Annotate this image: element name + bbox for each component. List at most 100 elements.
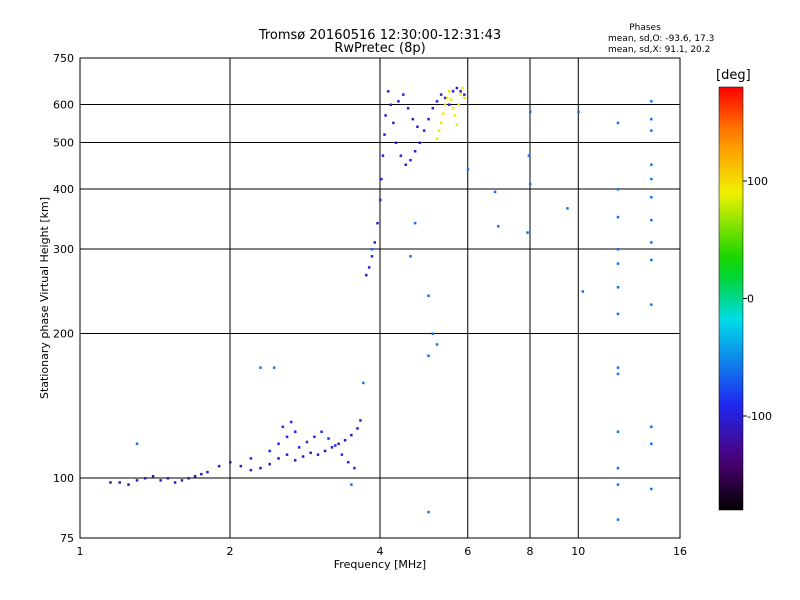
data-point <box>180 479 184 482</box>
data-point <box>239 464 243 468</box>
data-point <box>616 430 620 434</box>
data-point <box>409 158 412 162</box>
data-point <box>616 366 620 369</box>
x-tick-label: 4 <box>377 545 384 558</box>
data-point <box>616 286 620 289</box>
y-tick-label: 200 <box>53 328 74 341</box>
data-point <box>616 248 620 251</box>
data-point <box>650 218 653 222</box>
y-tick-label: 750 <box>53 52 74 65</box>
data-point <box>272 366 276 369</box>
data-point <box>356 427 359 430</box>
data-point <box>362 381 365 385</box>
phases-o-mode: mean, sd,O: -93.6, 17.3 <box>608 34 715 44</box>
x-tick-label: 10 <box>571 545 585 558</box>
data-point <box>461 86 464 90</box>
data-point <box>443 103 447 107</box>
y-tick-label: 600 <box>53 99 74 112</box>
colorbar-tick-label: 100 <box>747 175 768 188</box>
data-point <box>496 225 500 228</box>
data-point <box>527 154 531 157</box>
data-point <box>281 425 285 429</box>
data-point <box>451 107 455 110</box>
data-point <box>435 137 439 140</box>
data-point <box>427 117 430 121</box>
data-point <box>109 481 112 484</box>
data-point <box>313 435 316 439</box>
data-point <box>389 103 393 107</box>
data-point <box>466 168 470 171</box>
data-point <box>435 343 439 346</box>
data-point <box>413 150 417 153</box>
data-point <box>439 121 443 125</box>
data-point <box>451 90 455 93</box>
colorbar <box>718 86 744 511</box>
data-point <box>616 483 620 486</box>
data-point <box>293 459 297 462</box>
data-point <box>350 433 353 437</box>
data-point <box>455 86 459 90</box>
data-point <box>616 312 620 316</box>
data-point <box>650 117 653 121</box>
data-point <box>166 477 170 480</box>
colorbar-tick-label: -100 <box>747 410 772 423</box>
data-point <box>206 470 209 474</box>
x-axis-label: Frequency [MHz] <box>334 558 426 571</box>
data-point <box>427 354 430 357</box>
phases-heading: Phases <box>629 23 661 33</box>
x-tick-label: 2 <box>227 545 234 558</box>
data-point <box>449 98 453 101</box>
x-tick-label: 16 <box>673 545 687 558</box>
y-tick-label: 500 <box>53 137 74 150</box>
data-point <box>650 177 653 181</box>
data-point <box>370 255 374 258</box>
data-point <box>384 114 387 117</box>
data-point <box>135 442 139 446</box>
data-point <box>431 107 435 110</box>
data-point <box>229 460 232 464</box>
data-point <box>350 483 353 486</box>
y-tick-label: 100 <box>53 472 74 485</box>
data-point <box>277 442 280 446</box>
data-point <box>431 332 435 336</box>
data-point <box>409 255 412 258</box>
data-point <box>330 446 334 449</box>
data-point <box>581 290 585 293</box>
data-point <box>650 425 653 429</box>
data-point <box>143 477 147 480</box>
data-point <box>422 129 426 132</box>
data-point <box>397 100 400 103</box>
x-tick-label: 6 <box>464 545 471 558</box>
data-point <box>616 188 620 191</box>
data-point <box>127 483 130 486</box>
data-point <box>413 221 417 225</box>
data-point <box>173 481 177 484</box>
data-point <box>402 93 405 96</box>
data-point <box>406 107 410 110</box>
data-point <box>316 453 320 456</box>
data-point <box>493 190 497 194</box>
data-point <box>380 177 383 181</box>
x-tick-label: 8 <box>527 545 534 558</box>
data-point <box>268 462 271 466</box>
y-tick-label: 300 <box>53 243 74 256</box>
data-point <box>259 466 262 470</box>
data-point <box>305 440 309 444</box>
y-tick-label: 75 <box>60 532 74 545</box>
data-point <box>370 248 374 251</box>
data-point <box>293 430 297 434</box>
data-point <box>200 472 203 476</box>
data-point <box>249 457 253 460</box>
data-point <box>566 207 569 210</box>
data-point <box>441 112 445 115</box>
data-point <box>346 460 350 464</box>
data-point <box>376 221 379 225</box>
data-point <box>437 129 441 132</box>
data-point <box>135 479 139 482</box>
data-point <box>297 446 301 449</box>
y-tick-label: 400 <box>53 183 74 196</box>
data-point <box>337 442 340 446</box>
data-point <box>217 464 221 468</box>
data-point <box>416 125 419 128</box>
